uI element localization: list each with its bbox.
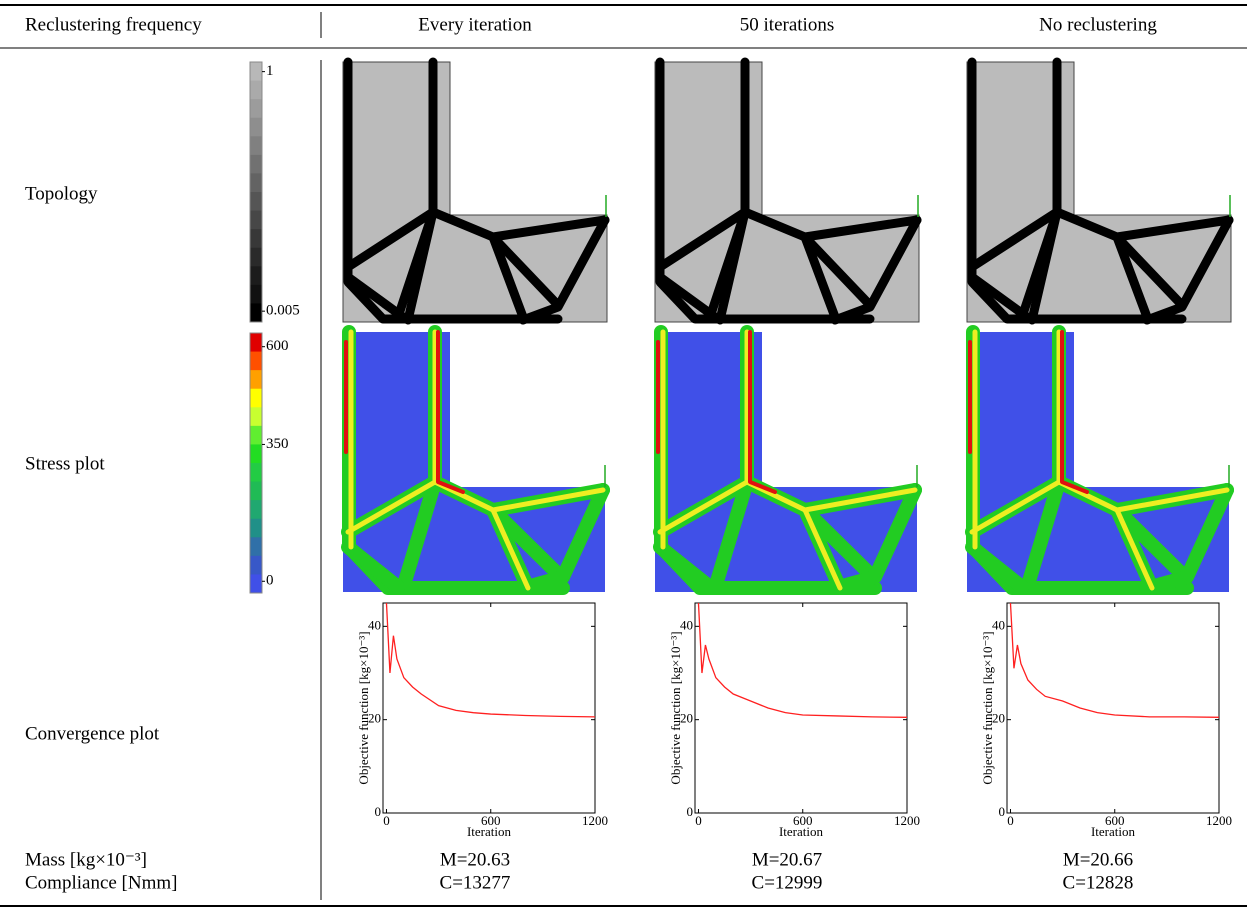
x-axis-label: Iteration	[1091, 824, 1136, 839]
row-label: Stress plot	[25, 453, 105, 474]
colorbar-band	[250, 192, 262, 212]
y-axis-label: Objective function [kg×10⁻³]	[980, 631, 995, 784]
colorbar-band	[250, 117, 262, 137]
header-cell: Reclustering frequency	[25, 14, 202, 35]
stress-image	[343, 332, 605, 592]
plot-frame	[694, 602, 908, 814]
result: M=20.63	[440, 849, 510, 870]
x-axis-label: Iteration	[467, 824, 512, 839]
row-label: Convergence plot	[25, 723, 160, 744]
x-tick-label: 0	[695, 813, 702, 828]
convergence-plot: 0 600 1200 0 20 40 Iteration Objective function…	[668, 602, 920, 839]
x-tick-label: 1200	[582, 813, 608, 828]
colorbar-band	[250, 99, 262, 119]
colorbar-band	[250, 537, 262, 557]
convergence-line	[385, 602, 596, 718]
colorbar-band	[250, 154, 262, 174]
convergence-plot: 0 600 1200 0 20 40 Iteration Objective function…	[980, 602, 1232, 839]
y-tick-label: 20	[368, 711, 381, 726]
colorbar-band	[250, 518, 262, 538]
colorbar-label: 0.005	[266, 303, 300, 319]
colorbar-band	[250, 500, 262, 520]
x-axis-label: Iteration	[779, 824, 824, 839]
y-tick-label: 40	[992, 617, 1005, 632]
colorbar-band	[250, 388, 262, 408]
colorbar-band	[250, 173, 262, 193]
convergence-plot: 0 600 1200 0 20 40 Iteration Objective function…	[356, 602, 608, 839]
convergence-line	[1009, 602, 1220, 718]
header-cell: 50 iterations	[740, 14, 834, 35]
colorbar-band	[250, 463, 262, 483]
colorbar-band	[250, 266, 262, 286]
colorbar-frame	[249, 61, 263, 323]
colorbar-band	[250, 481, 262, 501]
colorbar-band	[250, 574, 262, 594]
load-arrows	[604, 195, 1231, 487]
colorbar-band	[250, 62, 262, 82]
y-axis-label: Objective function [kg×10⁻³]	[668, 631, 683, 784]
y-tick-label: 0	[375, 804, 382, 819]
x-tick-label: 600	[793, 813, 813, 828]
result: M=20.66	[1063, 849, 1133, 870]
row-label: Mass [kg×10⁻³]	[25, 849, 147, 870]
result: C=12828	[1063, 872, 1134, 893]
x-tick-label: 1200	[1206, 813, 1232, 828]
stress-image	[655, 332, 917, 592]
colorbar-band	[250, 555, 262, 575]
colorbar-band	[250, 229, 262, 249]
colorbar-band	[250, 407, 262, 427]
y-tick-label: 40	[368, 617, 381, 632]
x-tick-label: 1200	[894, 813, 920, 828]
result: M=20.67	[752, 849, 822, 870]
colorbar-band	[250, 351, 262, 371]
y-tick-label: 40	[680, 617, 693, 632]
colorbar-band	[250, 303, 262, 323]
colorbar-label: 1	[266, 63, 274, 79]
row-label: Topology	[25, 183, 98, 204]
topology-image	[343, 62, 607, 322]
topology-image	[967, 62, 1231, 322]
colorbar-label: 350	[266, 436, 289, 452]
colorbar-band	[250, 425, 262, 445]
result: C=13277	[440, 872, 511, 893]
y-tick-label: 0	[999, 804, 1006, 819]
colorbar-band	[250, 80, 262, 100]
y-tick-label: 20	[992, 711, 1005, 726]
colorbar-band	[250, 284, 262, 304]
plot-frame	[1006, 602, 1220, 814]
header-cell: Every iteration	[418, 14, 532, 35]
x-tick-label: 600	[481, 813, 501, 828]
y-tick-label: 20	[680, 711, 693, 726]
colorbar-band	[250, 444, 262, 464]
y-axis-label: Objective function [kg×10⁻³]	[356, 631, 371, 784]
colorbar-label: 0	[266, 573, 274, 589]
colorbar-band	[250, 247, 262, 267]
colorbar-band	[250, 370, 262, 390]
convergence-line	[697, 602, 908, 718]
result: C=12999	[752, 872, 823, 893]
colorbar-band	[250, 136, 262, 156]
row-label: Compliance [Nmm]	[25, 872, 178, 893]
x-tick-label: 600	[1105, 813, 1125, 828]
colorbar-band	[250, 333, 262, 353]
stress-image	[967, 332, 1229, 592]
y-tick-label: 0	[687, 804, 694, 819]
colorbar-label: 600	[266, 338, 289, 354]
header-cell: No reclustering	[1039, 14, 1157, 35]
topology-image	[655, 62, 919, 322]
colorbar-band	[250, 210, 262, 230]
x-tick-label: 0	[383, 813, 390, 828]
colorbar-frame	[249, 332, 263, 594]
plot-frame	[382, 602, 596, 814]
x-tick-label: 0	[1007, 813, 1014, 828]
